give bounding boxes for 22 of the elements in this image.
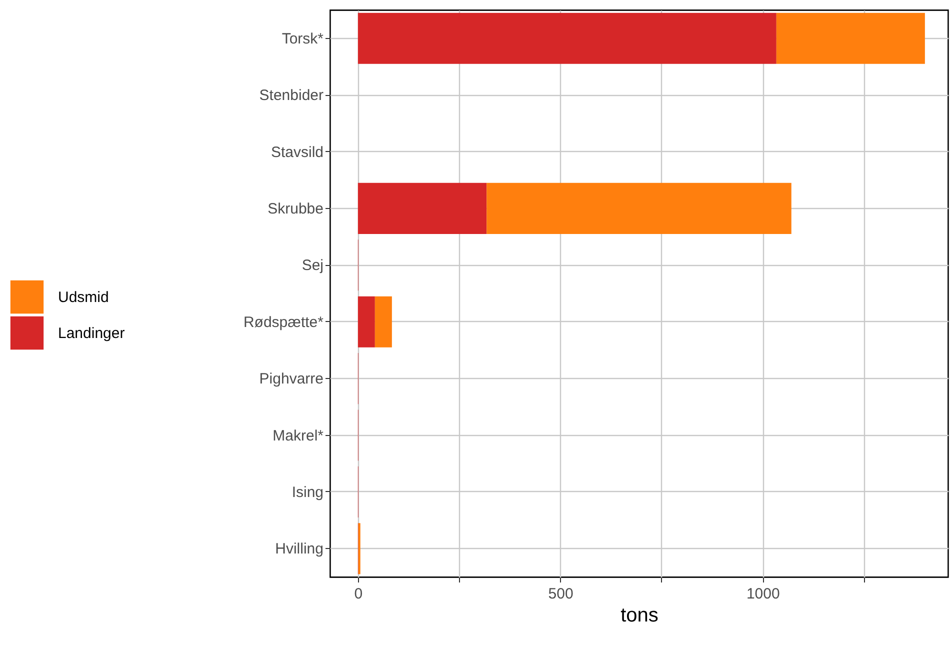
y-tick-label: Rødspætte* bbox=[243, 314, 324, 331]
legend-label: Landinger bbox=[58, 325, 125, 342]
x-tick-label: 500 bbox=[548, 586, 574, 602]
bar bbox=[358, 182, 487, 234]
bar bbox=[358, 296, 375, 348]
bar bbox=[486, 182, 792, 234]
x-tick-label: 1000 bbox=[746, 586, 780, 602]
y-tick-label: Ising bbox=[292, 484, 324, 501]
bar bbox=[374, 296, 392, 348]
y-tick-label: Makrel* bbox=[272, 427, 324, 444]
bar bbox=[358, 12, 776, 64]
y-tick-label: Pighvarre bbox=[259, 370, 324, 388]
y-tick-label: Hvilling bbox=[275, 540, 324, 558]
legend-label: Udsmid bbox=[58, 289, 109, 306]
x-axis-title: tons bbox=[620, 604, 658, 626]
y-tick-label: Stavsild bbox=[270, 144, 324, 161]
y-tick-label: Stenbider bbox=[259, 87, 324, 104]
y-tick-label: Torsk* bbox=[282, 30, 324, 48]
y-tick-label: Sej bbox=[302, 257, 324, 274]
bar bbox=[776, 12, 925, 64]
x-tick-label: 0 bbox=[354, 586, 363, 602]
y-tick-label: Skrubbe bbox=[268, 200, 324, 218]
